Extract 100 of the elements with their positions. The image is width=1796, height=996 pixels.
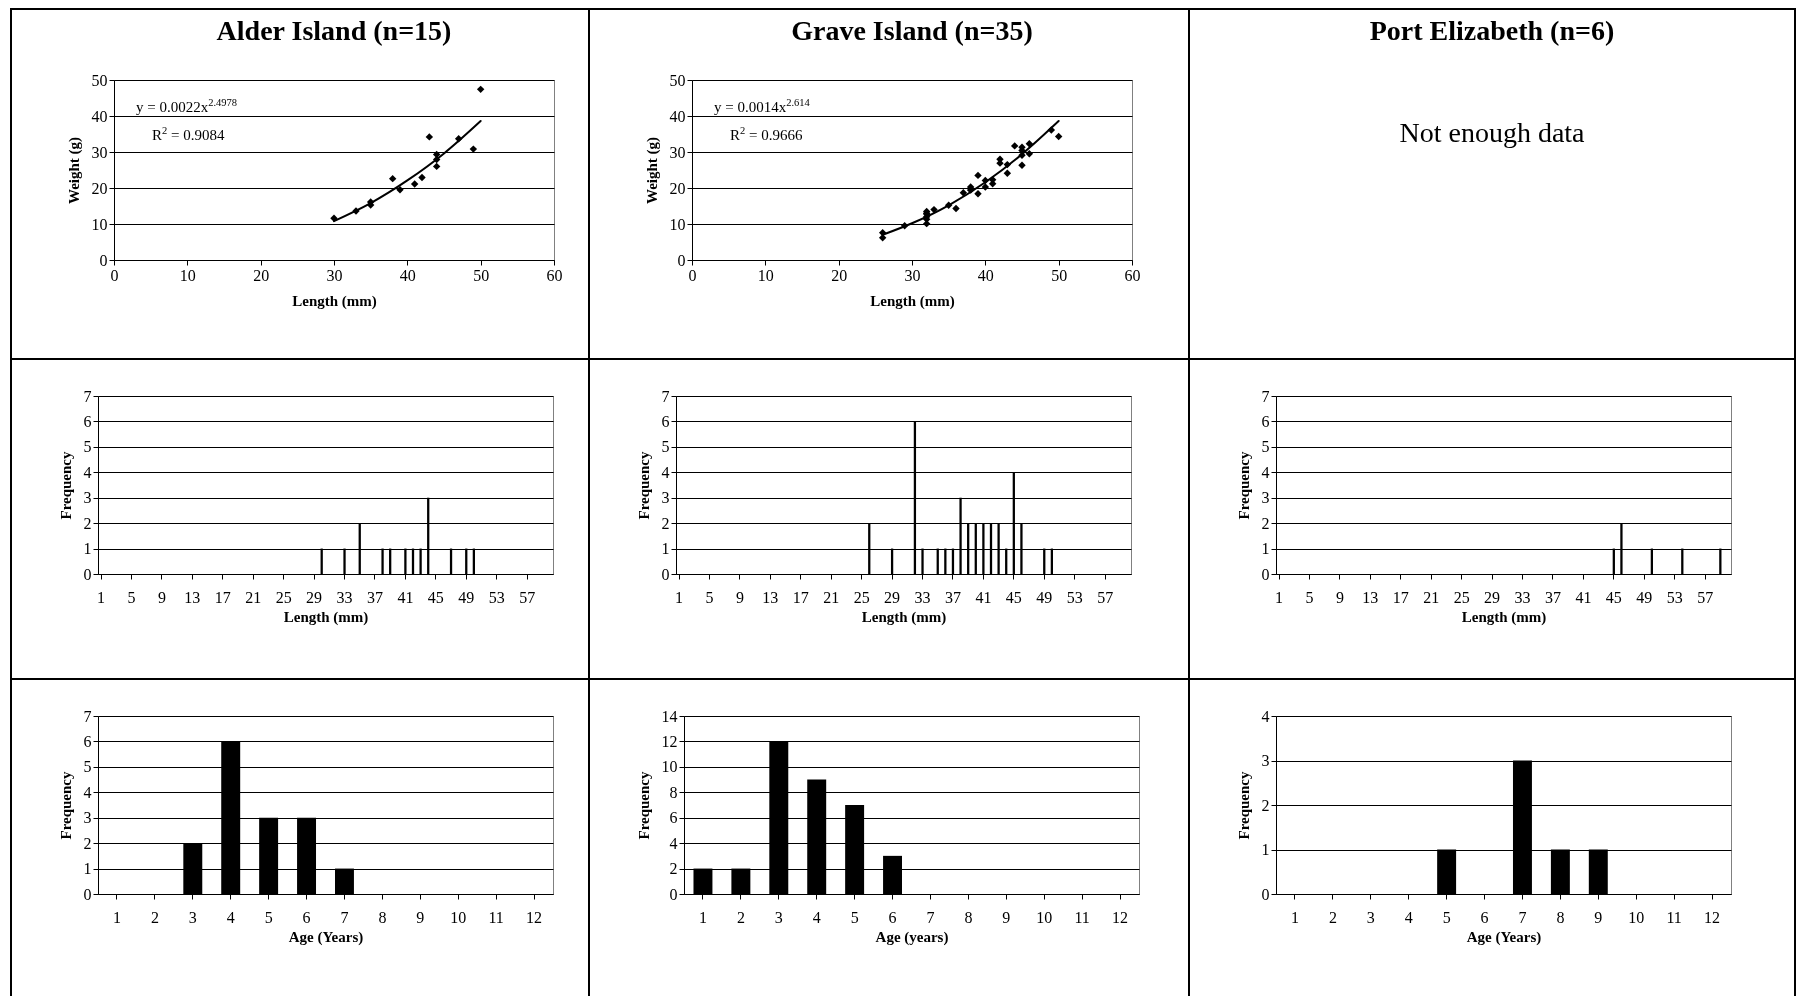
x-tick-label: 9	[1335, 588, 1344, 606]
x-tick-label: 17	[792, 588, 809, 606]
y-axis-title: Weight (g)	[643, 136, 661, 205]
y-tick-label: 6	[1261, 412, 1270, 430]
x-tick-label: 7	[1518, 908, 1527, 926]
x-tick-label: 57	[1697, 588, 1714, 606]
x-tick-label: 11	[1666, 908, 1682, 926]
y-tick-label: 12	[661, 732, 678, 750]
x-tick-label: 5	[705, 588, 714, 606]
y-tick-label: 1	[83, 860, 92, 878]
x-tick-label: 30	[326, 266, 343, 284]
y-tick-label: 4	[83, 783, 92, 801]
y-tick-label: 0	[83, 885, 92, 903]
x-tick-label: 10	[179, 266, 196, 284]
x-tick-label: 1	[112, 908, 121, 926]
x-tick-label: 4	[1404, 908, 1413, 926]
x-tick-label: 21	[245, 588, 262, 606]
y-tick-label: 1	[1261, 540, 1270, 558]
y-tick-label: 7	[661, 387, 670, 405]
x-tick-label: 33	[1514, 588, 1531, 606]
x-tick-label: 2	[736, 908, 745, 926]
x-tick-label: 29	[306, 588, 323, 606]
x-tick-label: 13	[1362, 588, 1379, 606]
text: Port Elizabeth (n=6)	[1369, 15, 1615, 46]
x-tick-label: 37	[366, 588, 383, 606]
x-axis-title: Length (mm)	[870, 292, 955, 310]
x-tick-label: 53	[1066, 588, 1083, 606]
y-tick-label: 2	[1261, 514, 1270, 532]
y-tick-label: 3	[83, 489, 92, 507]
x-tick-label: 0	[688, 266, 697, 284]
x-tick-label: 13	[184, 588, 201, 606]
y-tick-label: 0	[669, 885, 678, 903]
x-tick-label: 10	[1036, 908, 1053, 926]
x-tick-label: 29	[1484, 588, 1501, 606]
x-tick-label: 3	[1366, 908, 1375, 926]
x-tick-label: 0	[110, 266, 119, 284]
x-tick-label: 57	[519, 588, 536, 606]
x-tick-label: 37	[944, 588, 961, 606]
y-axis-title: Frequency	[57, 770, 74, 840]
x-axis-title: Age (Years)	[288, 928, 364, 946]
x-axis-title: Length (mm)	[292, 292, 377, 310]
x-tick-label: 12	[1112, 908, 1129, 926]
y-axis-title: Frequency	[1235, 450, 1252, 520]
x-axis-title: Age (years)	[875, 928, 949, 946]
x-tick-label: 8	[964, 908, 973, 926]
x-tick-label: 41	[975, 588, 992, 606]
x-axis-title: Length (mm)	[1461, 608, 1547, 626]
y-axis-title: Frequency	[57, 450, 74, 520]
y-tick-label: 4	[1261, 463, 1270, 481]
x-tick-label: 8	[1556, 908, 1565, 926]
y-axis-title: Frequency	[635, 450, 652, 520]
x-tick-label: 5	[1305, 588, 1314, 606]
x-tick-label: 53	[1666, 588, 1683, 606]
x-tick-label: 2	[150, 908, 159, 926]
y-tick-label: 7	[83, 707, 92, 725]
x-tick-label: 10	[1628, 908, 1645, 926]
x-tick-label: 30	[904, 266, 921, 284]
x-tick-label: 5	[264, 908, 273, 926]
x-tick-label: 49	[1036, 588, 1053, 606]
x-tick-label: 53	[488, 588, 505, 606]
y-axis-title: Frequency	[635, 770, 652, 840]
x-tick-label: 10	[450, 908, 467, 926]
x-tick-label: 9	[1002, 908, 1011, 926]
y-tick-label: 0	[83, 565, 92, 583]
x-tick-label: 20	[831, 266, 848, 284]
y-tick-label: 7	[83, 387, 92, 405]
x-tick-label: 25	[275, 588, 292, 606]
x-axis-title: Length (mm)	[283, 608, 369, 626]
x-tick-label: 6	[302, 908, 311, 926]
x-tick-label: 29	[884, 588, 901, 606]
x-tick-label: 9	[1594, 908, 1603, 926]
x-tick-label: 4	[812, 908, 821, 926]
x-tick-label: 10	[757, 266, 774, 284]
x-tick-label: 9	[735, 588, 744, 606]
text: Not enough data	[1399, 117, 1586, 148]
x-tick-label: 6	[1480, 908, 1489, 926]
x-tick-label: 3	[774, 908, 783, 926]
y-tick-label: 0	[1261, 565, 1270, 583]
x-tick-label: 13	[762, 588, 779, 606]
x-tick-label: 40	[977, 266, 994, 284]
y-tick-label: 2	[1261, 796, 1270, 814]
x-tick-label: 41	[397, 588, 414, 606]
x-tick-label: 37	[1544, 588, 1561, 606]
x-tick-label: 45	[427, 588, 444, 606]
x-tick-label: 45	[1605, 588, 1622, 606]
y-tick-label: 6	[669, 809, 678, 827]
x-tick-label: 7	[926, 908, 935, 926]
x-tick-label: 57	[1097, 588, 1114, 606]
x-axis-title: Length (mm)	[861, 608, 947, 626]
x-tick-label: 45	[1005, 588, 1022, 606]
y-tick-label: 1	[661, 540, 670, 558]
y-tick-label: 4	[669, 834, 678, 852]
y-tick-label: 5	[661, 438, 670, 456]
y-tick-label: 5	[83, 758, 92, 776]
y-tick-label: 10	[661, 758, 678, 776]
y-tick-label: 30	[669, 143, 686, 161]
x-axis-title: Age (Years)	[1466, 928, 1542, 946]
chart-title: Grave Island (n=35)	[791, 15, 1033, 46]
x-tick-label: 25	[1453, 588, 1470, 606]
y-tick-label: 0	[99, 251, 108, 269]
